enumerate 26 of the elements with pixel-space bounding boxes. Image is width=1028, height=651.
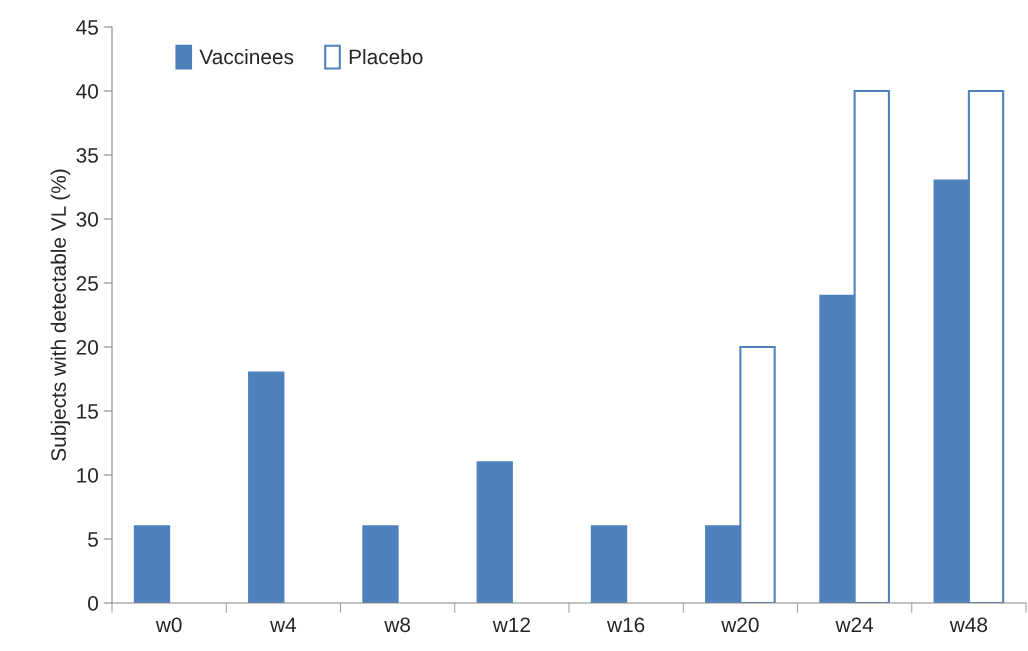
y-tick-label: 35: [76, 148, 98, 163]
x-tick-label: w4: [270, 617, 297, 632]
y-tick-label: 10: [77, 468, 98, 483]
y-tick-label: 45: [76, 20, 98, 35]
x-tick-label: w48: [949, 617, 988, 633]
x-tick-label: w12: [492, 617, 530, 632]
y-tick-label: 0: [88, 596, 98, 611]
bar: [248, 371, 285, 603]
x-tick-label: w8: [384, 617, 411, 633]
legend-label: Placebo: [349, 48, 423, 65]
x-tick-label: w0: [155, 617, 182, 633]
x-tick-label: w24: [835, 617, 874, 632]
bar: [590, 525, 628, 603]
y-tick-label: 5: [88, 532, 98, 547]
y-tick-label: 30: [76, 212, 98, 227]
bar: [476, 461, 513, 603]
legend-label: Vaccinees: [199, 48, 294, 65]
y-tick-label: 20: [76, 340, 98, 355]
bar: [362, 525, 399, 603]
x-tick-label: w20: [721, 617, 759, 633]
y-axis-title: Subjects with detectable VL (%): [50, 169, 71, 461]
y-tick-label: 15: [77, 404, 98, 419]
y-tick-label: 40: [76, 84, 98, 99]
bar: [133, 525, 171, 603]
y-tick-label: 25: [76, 276, 98, 291]
x-tick-label: w16: [606, 617, 645, 633]
